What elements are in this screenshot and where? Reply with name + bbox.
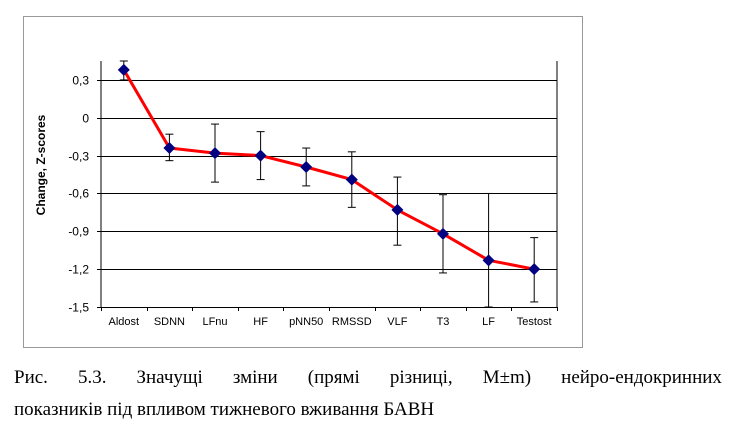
x-tick-label: Aldost — [109, 316, 140, 328]
data-point — [482, 254, 495, 267]
caption-word: (прямі — [307, 367, 360, 388]
data-point — [437, 227, 449, 240]
data-point — [528, 263, 541, 276]
y-tick-label: -0,6 — [68, 187, 89, 201]
caption-word: Значущі — [136, 367, 203, 388]
y-tick-label: -0,3 — [68, 150, 89, 164]
caption-word: M±m) — [482, 367, 532, 388]
chart-frame: 0,3 0 -0,3 -0,6 -0,9 -1,2 -1,5 Aldost SDNN LFnu H… — [23, 16, 583, 348]
x-tick-label: pNN50 — [289, 316, 323, 328]
data-point — [391, 203, 404, 216]
y-tick-label: 0,3 — [72, 74, 89, 88]
data-point — [209, 147, 221, 160]
data-point — [300, 160, 313, 173]
caption-word: різниці, — [389, 367, 453, 388]
y-axis-title: Change, Z-scores — [34, 114, 48, 215]
x-tick-label: Testost — [517, 316, 552, 328]
x-tick-label: LFnu — [202, 316, 227, 328]
x-tick-label: SDNN — [154, 316, 185, 328]
data-point — [254, 149, 267, 162]
series-line — [122, 69, 535, 271]
y-tick-label: -0,9 — [68, 225, 89, 239]
caption-word: Рис. — [14, 367, 48, 388]
caption-line-1: Рис. 5.3. Значущі зміни (прямі різниці, M±m) не… — [14, 362, 722, 394]
y-tick-label: -1,5 — [68, 301, 89, 315]
x-tick-label: RMSSD — [332, 316, 372, 328]
data-point — [345, 173, 358, 186]
x-tick-label: T3 — [437, 316, 450, 328]
caption-word: нейро-ендокринних — [561, 367, 722, 388]
x-tick-label: VLF — [387, 316, 407, 328]
x-tick-label: HF — [253, 316, 268, 328]
caption-line-2: показників під впливом тижневого вживанн… — [14, 399, 435, 420]
caption-word: 5.3. — [77, 367, 107, 388]
line-chart: 0,3 0 -0,3 -0,6 -0,9 -1,2 -1,5 Aldost SDNN LFnu H… — [34, 60, 558, 328]
data-point — [163, 142, 176, 155]
x-tick-label: LF — [482, 316, 495, 328]
y-tick-label: 0 — [82, 112, 89, 126]
caption-word: зміни — [232, 367, 278, 388]
figure-caption: Рис. 5.3. Значущі зміни (прямі різниці, M±m) не… — [14, 362, 722, 426]
y-tick-label: -1,2 — [68, 263, 89, 277]
